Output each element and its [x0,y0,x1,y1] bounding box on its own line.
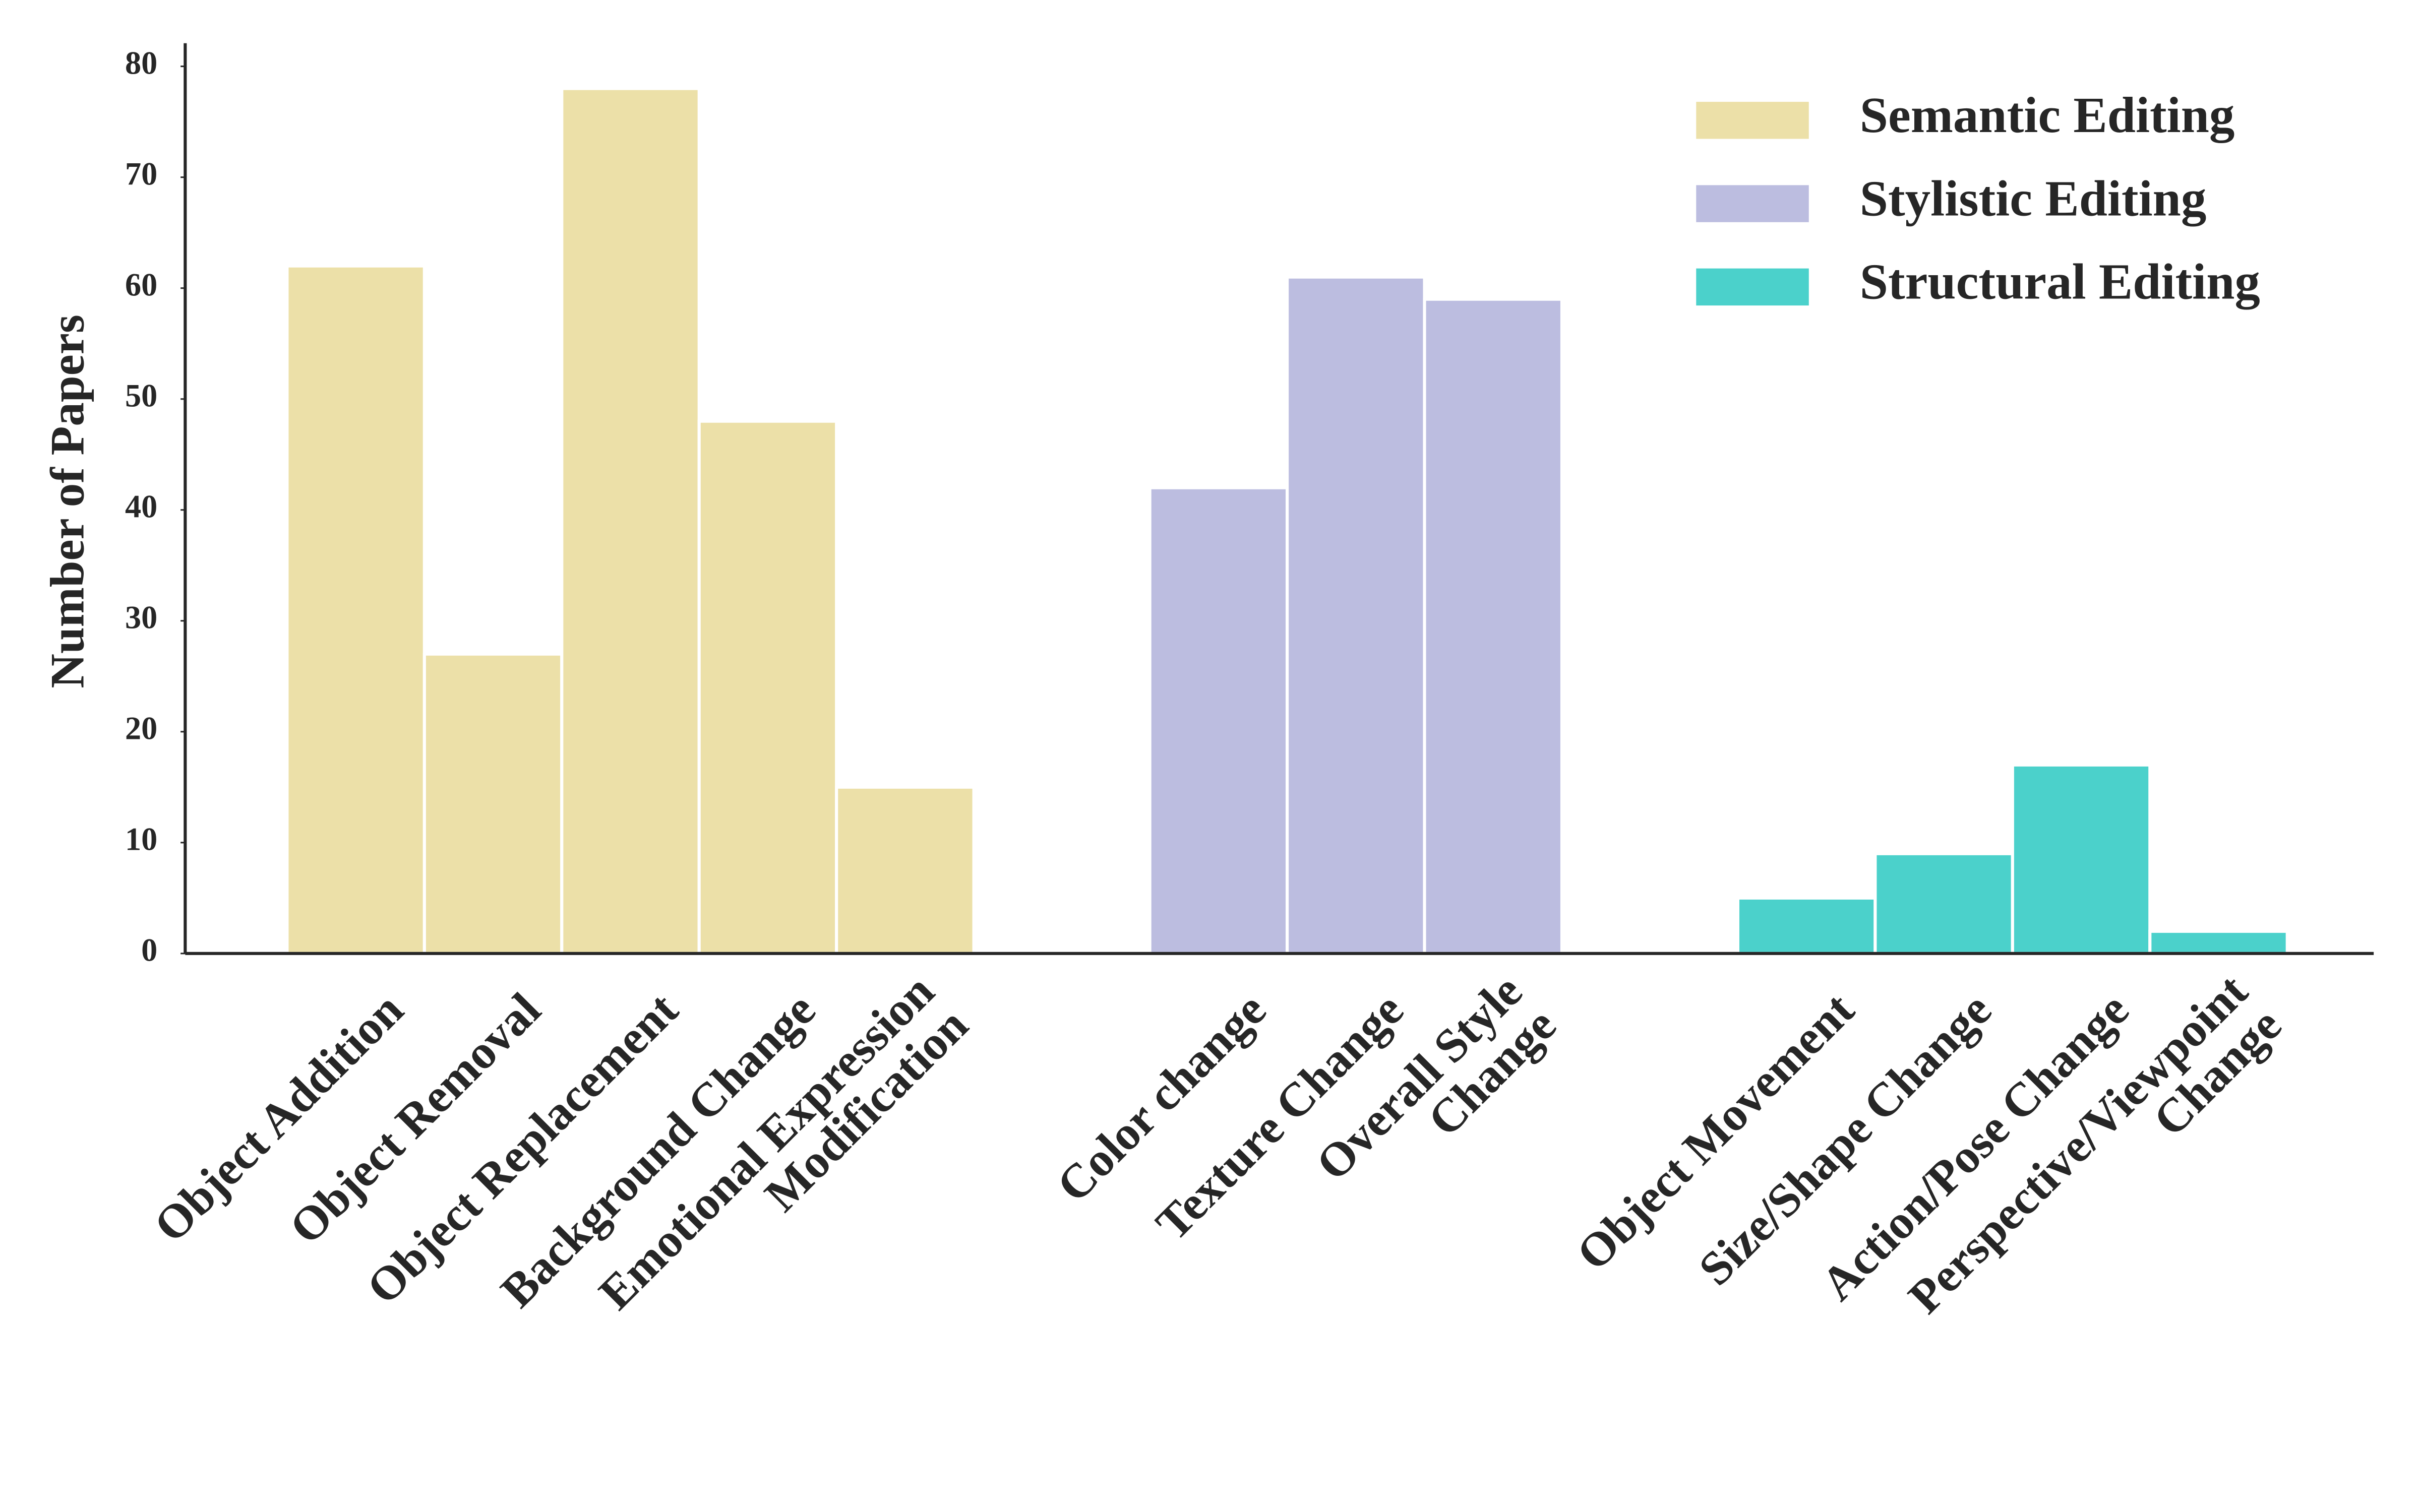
y-tick-label: 60 [125,267,157,302]
bar [835,785,976,955]
bar [560,87,701,955]
y-tick-label: 10 [125,822,157,857]
legend-label: Structural Editing [1860,254,2260,310]
y-tick-label: 30 [125,600,157,636]
y-tick-label: 70 [125,156,157,192]
y-tick-label: 0 [141,932,157,968]
legend-swatch [1696,185,1809,222]
bar [1873,852,2014,955]
bar [1148,486,1289,955]
y-tick-label: 50 [125,377,157,413]
legend-swatch [1696,268,1809,306]
bar [1286,275,1426,955]
bar [2011,763,2152,955]
y-axis-label: Number of Papers [40,314,94,688]
bar [1736,896,1877,955]
bar [697,419,838,955]
bar [422,652,564,955]
bar [285,264,426,955]
y-tick-label: 20 [125,711,157,746]
legend-swatch [1696,102,1809,139]
legend-label: Stylistic Editing [1860,170,2207,226]
bar [2148,929,2289,955]
bar [1423,297,1564,955]
y-tick-label: 40 [125,488,157,524]
legend-label: Semantic Editing [1860,87,2235,143]
y-tick-label: 80 [125,45,157,81]
